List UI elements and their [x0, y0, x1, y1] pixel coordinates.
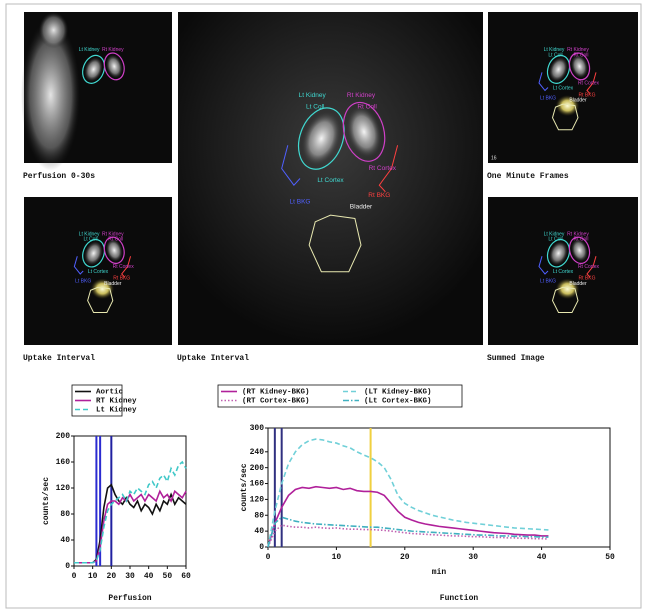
y-tick-label: 200 — [56, 432, 71, 441]
x-axis-label: Perfusion — [108, 594, 151, 603]
roi-label: Lt Coll — [548, 52, 562, 58]
x-tick-label: 50 — [605, 553, 615, 562]
y-tick-label: 0 — [65, 562, 70, 571]
roi-label: Rt Coll — [573, 52, 588, 58]
x-tick-label: 30 — [468, 553, 478, 562]
roi-label: Lt Coll — [84, 237, 98, 243]
y-tick-label: 40 — [254, 527, 264, 536]
roi-label: Bladder — [569, 281, 587, 287]
y-tick-label: 240 — [250, 448, 265, 457]
legend-label: (RT Cortex-BKG) — [242, 397, 310, 405]
image-caption: Summed Image — [487, 354, 545, 363]
roi-label: Lt Kidney — [299, 92, 327, 99]
y-tick-label: 80 — [60, 510, 70, 519]
roi-label: Bladder — [569, 98, 587, 104]
y-tick-label: 0 — [259, 543, 264, 552]
roi-label: Lt Cortex — [553, 269, 574, 275]
roi-label: Rt BKG — [368, 192, 390, 199]
image-caption: Perfusion 0-30s — [23, 172, 95, 181]
scan-image: Lt KidneyRt Kidney — [21, 12, 172, 171]
roi-label: Lt Coll — [306, 104, 325, 111]
x-tick-label: 20 — [107, 572, 117, 581]
x-axis-label: min — [432, 568, 447, 577]
screen: Lt KidneyRt KidneyPerfusion 0-30sLt Kidn… — [0, 0, 647, 612]
x-tick-label: 50 — [163, 572, 173, 581]
roi-label: Rt Coll — [108, 237, 123, 243]
roi-label: Rt Cortex — [369, 165, 397, 172]
legend-label: Aortic — [96, 388, 124, 396]
y-tick-label: 200 — [250, 464, 265, 473]
chart: 0 40 80 120 160 200 240 300 0 10 20 30 40 50 (RT Kidne… — [218, 385, 615, 603]
roi-label: Lt Coll — [548, 237, 562, 243]
y-axis-label: counts/sec — [240, 463, 249, 511]
roi-label: Rt Cortex — [578, 264, 600, 270]
legend-label: (RT Kidney-BKG) — [242, 388, 310, 396]
legend-label: (LT Kidney-BKG) — [364, 388, 432, 396]
scan-image: Lt Kidney Rt Kidney Lt Coll Rt Coll Lt Corte… — [178, 12, 483, 345]
roi-label: Bladder — [104, 281, 122, 287]
x-tick-label: 20 — [400, 553, 410, 562]
roi-label: Rt Coll — [357, 104, 377, 111]
image-caption: One Minute Frames — [487, 172, 569, 181]
roi-label: Lt Cortex — [317, 177, 344, 184]
roi-label: Lt BKG — [75, 279, 91, 285]
legend-label: (Lt Cortex-BKG) — [364, 397, 432, 405]
roi-label: Bladder — [350, 204, 373, 211]
x-tick-label: 30 — [125, 572, 135, 581]
y-tick-label: 40 — [60, 536, 70, 545]
x-tick-label: 10 — [332, 553, 342, 562]
roi-label: Rt Cortex — [578, 80, 600, 86]
image-caption: Uptake Interval — [177, 354, 249, 363]
y-tick-label: 80 — [254, 511, 264, 520]
x-tick-label: 0 — [72, 572, 77, 581]
image-caption: Uptake Interval — [23, 354, 95, 363]
x-tick-label: 10 — [88, 572, 98, 581]
y-tick-label: 300 — [250, 424, 265, 433]
y-axis-label: counts/sec — [42, 477, 51, 525]
x-tick-label: 60 — [181, 572, 191, 581]
scan-image: Lt KidneyRt KidneyLt CollRt CollLt Corte… — [24, 197, 172, 345]
roi-label: Lt Cortex — [88, 269, 109, 275]
x-tick-label: 40 — [144, 572, 154, 581]
y-tick-label: 160 — [56, 458, 71, 467]
y-tick-label: 120 — [56, 484, 71, 493]
perfusion-blood-pool — [39, 12, 69, 48]
roi-label: Rt Kidney — [102, 47, 124, 53]
x-tick-label: 40 — [537, 553, 547, 562]
roi-label: Lt BKG — [540, 279, 556, 285]
legend-label: Lt Kidney — [96, 406, 137, 414]
chart-title: Function — [440, 594, 479, 603]
x-tick-label: 0 — [266, 553, 271, 562]
y-tick-label: 120 — [250, 496, 265, 505]
roi-label: Rt Cortex — [113, 264, 135, 270]
roi-label: Lt Cortex — [553, 86, 574, 92]
roi-label: Lt BKG — [540, 95, 556, 101]
roi-label: Lt BKG — [290, 199, 311, 206]
roi-label: Rt Kidney — [347, 92, 376, 99]
y-tick-label: 160 — [250, 480, 265, 489]
roi-label: Rt Coll — [573, 237, 588, 243]
legend-label: RT Kidney — [96, 397, 137, 405]
roi-label: Lt Kidney — [79, 47, 100, 53]
frame-number: 16 — [491, 155, 497, 161]
